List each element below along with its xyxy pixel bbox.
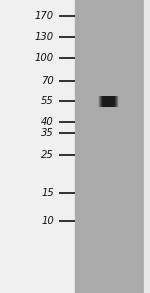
Text: 35: 35 xyxy=(41,128,54,138)
Text: 55: 55 xyxy=(41,96,54,106)
Text: 170: 170 xyxy=(35,11,54,21)
Bar xyxy=(144,0,150,293)
Text: 25: 25 xyxy=(41,150,54,160)
Bar xyxy=(75,0,150,293)
Text: 10: 10 xyxy=(41,216,54,226)
Text: 40: 40 xyxy=(41,117,54,127)
Text: 70: 70 xyxy=(41,76,54,86)
Text: 130: 130 xyxy=(35,32,54,42)
Text: 15: 15 xyxy=(41,188,54,198)
Text: 100: 100 xyxy=(35,53,54,63)
